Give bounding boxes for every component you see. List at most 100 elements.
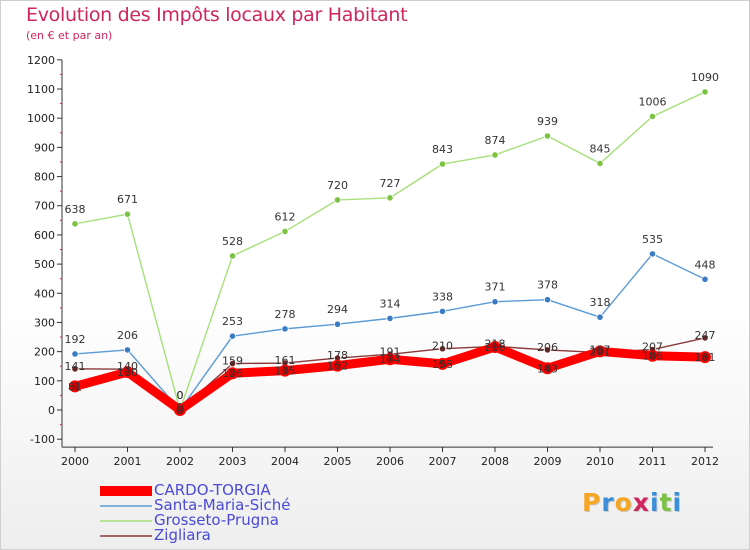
data-point bbox=[596, 313, 604, 321]
data-point bbox=[386, 314, 394, 322]
legend-label: Zigliara bbox=[154, 526, 211, 544]
y-tick-label: 1100 bbox=[27, 83, 55, 96]
data-label: 528 bbox=[222, 235, 243, 248]
data-label: 671 bbox=[117, 193, 138, 206]
x-tick-label: 2004 bbox=[271, 455, 299, 468]
data-point bbox=[71, 220, 79, 228]
legend-swatch bbox=[100, 520, 152, 522]
data-point bbox=[228, 332, 237, 340]
data-point bbox=[438, 345, 447, 353]
legend-label: CARDO-TORGIA bbox=[154, 481, 271, 499]
data-point bbox=[438, 160, 447, 168]
logo-letter: r bbox=[601, 488, 615, 517]
x-tick-label: 2000 bbox=[61, 455, 89, 468]
data-label: 152 bbox=[327, 360, 348, 373]
x-tick-label: 2005 bbox=[324, 455, 352, 468]
y-tick-label: 1000 bbox=[27, 112, 55, 125]
data-point bbox=[69, 380, 81, 393]
data-point bbox=[384, 353, 396, 366]
data-point bbox=[121, 366, 134, 379]
y-tick-label: 400 bbox=[34, 287, 55, 300]
y-tick-label: 900 bbox=[34, 141, 55, 154]
legend-label: Grosseto-Prugna bbox=[154, 511, 279, 529]
y-tick-label: 200 bbox=[34, 346, 55, 359]
data-point bbox=[543, 346, 552, 354]
data-point bbox=[646, 349, 659, 362]
data-label: 143 bbox=[537, 362, 558, 375]
legend-swatch bbox=[100, 535, 152, 537]
data-label: 135 bbox=[275, 365, 296, 378]
data-label: 216 bbox=[485, 341, 506, 354]
x-tick-label: 2009 bbox=[534, 455, 562, 468]
data-label: 1090 bbox=[691, 71, 719, 84]
logo-letter: i bbox=[672, 488, 683, 517]
data-point bbox=[331, 359, 344, 372]
data-point bbox=[543, 132, 552, 140]
x-tick-label: 2001 bbox=[114, 455, 142, 468]
data-label: 126 bbox=[222, 367, 243, 380]
data-label: 0 bbox=[177, 404, 184, 417]
data-label: 638 bbox=[65, 203, 86, 216]
data-label: 338 bbox=[432, 290, 453, 303]
x-tick-label: 2008 bbox=[481, 455, 509, 468]
data-point bbox=[436, 357, 449, 370]
x-tick-label: 2006 bbox=[376, 455, 404, 468]
data-label: 158 bbox=[432, 358, 453, 371]
logo-letter: P bbox=[582, 488, 602, 517]
data-label: 318 bbox=[590, 296, 611, 309]
x-tick-label: 2002 bbox=[166, 455, 194, 468]
x-tick-label: 2012 bbox=[691, 455, 719, 468]
x-tick-label: 2007 bbox=[429, 455, 457, 468]
data-label: 186 bbox=[642, 350, 663, 363]
data-point bbox=[333, 320, 342, 328]
data-label: 81 bbox=[68, 380, 82, 393]
y-tick-label: 500 bbox=[34, 258, 55, 271]
data-label: 192 bbox=[65, 333, 86, 346]
data-label: 140 bbox=[117, 360, 138, 373]
data-point bbox=[71, 350, 79, 358]
data-label: 278 bbox=[275, 308, 296, 321]
series-line bbox=[74, 253, 706, 411]
data-point bbox=[491, 298, 499, 306]
data-point bbox=[701, 334, 709, 342]
data-point bbox=[648, 112, 657, 121]
data-label: 612 bbox=[275, 210, 296, 223]
legend-swatch bbox=[100, 486, 152, 496]
x-tick-label: 2003 bbox=[219, 455, 247, 468]
data-point bbox=[543, 296, 552, 304]
data-point bbox=[123, 210, 132, 218]
data-label: 720 bbox=[327, 179, 348, 192]
data-point bbox=[699, 351, 711, 364]
data-label: 314 bbox=[380, 297, 401, 310]
data-label: 535 bbox=[642, 233, 663, 246]
data-label: 206 bbox=[537, 341, 558, 354]
logo-letter: o bbox=[614, 488, 633, 517]
y-tick-label: 300 bbox=[34, 316, 55, 329]
data-label: 207 bbox=[642, 341, 663, 354]
data-point bbox=[701, 275, 709, 283]
data-label: 448 bbox=[695, 258, 716, 271]
chart-subtitle: (en € et par an) bbox=[26, 29, 113, 42]
chart-axes: -100010020030040050060070080090010001100… bbox=[27, 54, 719, 468]
data-label: 159 bbox=[222, 355, 243, 368]
data-label: 197 bbox=[590, 344, 611, 357]
chart-title: Evolution des Impôts locaux par Habitant bbox=[26, 4, 408, 26]
plot-area bbox=[69, 88, 711, 416]
logo-letter: x bbox=[632, 488, 650, 517]
data-point bbox=[279, 364, 291, 377]
data-point bbox=[438, 307, 447, 315]
y-tick-label: 600 bbox=[34, 229, 55, 242]
data-label: 0 bbox=[177, 389, 184, 402]
data-label: 130 bbox=[117, 366, 138, 379]
data-label: 378 bbox=[537, 279, 558, 292]
data-point bbox=[281, 227, 289, 236]
data-label: 0 bbox=[177, 401, 184, 414]
data-point bbox=[489, 340, 501, 353]
data-point bbox=[333, 196, 342, 204]
data-label: 939 bbox=[537, 115, 558, 128]
data-label: 371 bbox=[485, 281, 506, 294]
data-point bbox=[701, 88, 709, 96]
y-tick-label: 700 bbox=[34, 200, 55, 213]
data-point bbox=[174, 404, 186, 416]
